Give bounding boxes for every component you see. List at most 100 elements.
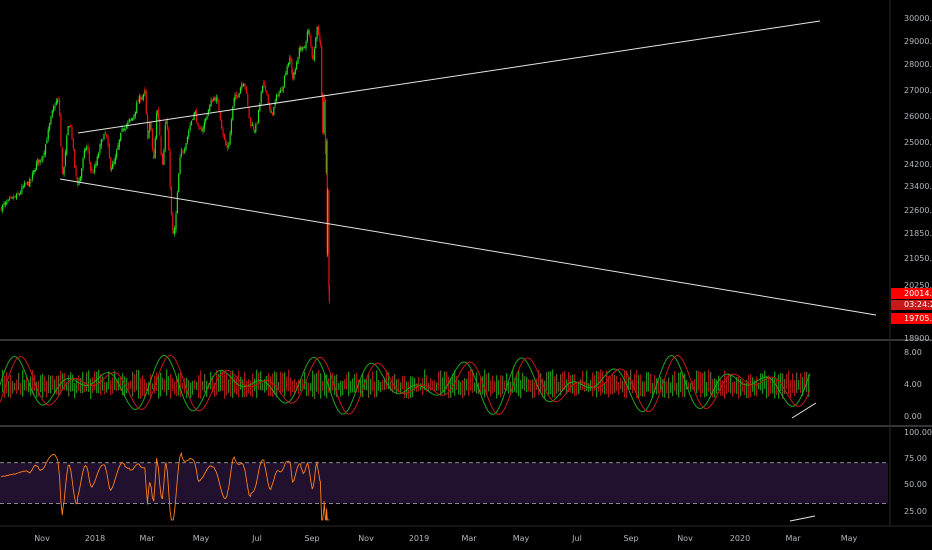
osc-trendline[interactable] xyxy=(791,402,817,419)
candle xyxy=(64,152,67,165)
candle xyxy=(229,133,231,145)
pane-dividers[interactable] xyxy=(0,0,932,526)
osc-bar xyxy=(262,382,264,391)
osc-bar xyxy=(740,379,742,397)
osc-bar xyxy=(552,369,554,398)
osc-bar xyxy=(494,381,496,392)
osc-bar xyxy=(254,378,256,392)
osc-bar xyxy=(230,373,232,397)
candle xyxy=(193,112,195,120)
price-tick-label: 28000.00 xyxy=(904,60,932,69)
osc-bar xyxy=(512,369,514,393)
candle xyxy=(31,173,34,179)
candle xyxy=(206,116,208,119)
candle xyxy=(323,96,325,101)
osc-bar xyxy=(654,375,656,393)
candle xyxy=(250,123,252,127)
osc-bar xyxy=(340,380,342,397)
osc-bar xyxy=(436,382,438,391)
candle xyxy=(147,137,149,139)
candle xyxy=(87,145,89,151)
candle xyxy=(38,159,40,164)
rsi-trendline[interactable] xyxy=(789,515,816,522)
candle xyxy=(129,119,131,122)
osc-bar xyxy=(768,375,770,397)
rsi-pane[interactable] xyxy=(0,452,888,522)
candle xyxy=(34,169,36,172)
osc-bar xyxy=(354,374,356,393)
candle xyxy=(44,144,47,155)
candle xyxy=(26,181,28,183)
osc-bar xyxy=(348,371,350,396)
osc-bar xyxy=(392,376,394,393)
osc-bar xyxy=(236,378,238,395)
osc-bar xyxy=(480,377,482,395)
candle xyxy=(18,194,20,196)
osc-bar xyxy=(486,373,488,396)
candle xyxy=(19,192,22,194)
osc-bar xyxy=(718,375,720,391)
candle xyxy=(51,110,53,117)
osc-bar xyxy=(614,374,616,393)
osc-bar xyxy=(108,371,110,390)
osc-bar xyxy=(474,382,476,392)
osc-bar xyxy=(46,380,48,398)
lower-trendline[interactable] xyxy=(59,178,877,316)
candle xyxy=(180,149,183,156)
osc-bar xyxy=(84,381,86,393)
candle xyxy=(100,139,102,146)
candle xyxy=(232,106,234,120)
candle xyxy=(164,125,166,150)
osc-bar xyxy=(404,375,406,399)
osc-bar xyxy=(734,381,736,394)
osc-bar xyxy=(342,380,344,396)
candle xyxy=(2,204,4,211)
osc-bar xyxy=(700,372,702,398)
osc-bar xyxy=(130,380,132,390)
upper-trendline[interactable] xyxy=(77,20,821,134)
osc-bar xyxy=(610,377,612,395)
candle xyxy=(127,122,129,127)
price-pane[interactable] xyxy=(0,20,877,316)
osc-bar xyxy=(522,372,524,390)
oscillator-pane[interactable] xyxy=(0,354,817,419)
candle xyxy=(133,114,135,119)
osc-bar xyxy=(492,375,494,394)
candle xyxy=(163,149,165,165)
osc-bar xyxy=(510,381,512,395)
candle xyxy=(95,164,97,167)
osc-bar xyxy=(196,381,198,391)
osc-bar xyxy=(86,372,88,392)
osc-bar xyxy=(498,380,500,396)
candle xyxy=(282,85,284,92)
candle xyxy=(305,41,307,49)
time-axis[interactable]: Nov 2018 Mar May Jul Sep Nov 2019 Mar May Jul Sep No… xyxy=(0,525,932,543)
candle xyxy=(137,101,139,103)
candle xyxy=(182,151,184,153)
candle xyxy=(11,197,13,199)
osc-bar xyxy=(38,380,40,397)
osc-bar xyxy=(310,383,312,391)
candle xyxy=(316,26,318,30)
candle xyxy=(324,99,327,155)
candle xyxy=(153,149,155,159)
osc-bar xyxy=(90,378,92,399)
osc-bar xyxy=(394,374,396,391)
osc-bar xyxy=(620,377,622,390)
candle xyxy=(54,106,56,108)
osc-bar xyxy=(698,371,700,391)
osc-bar xyxy=(158,375,160,399)
osc-bar xyxy=(32,369,34,395)
price-axis[interactable]: 30000.00 29000.00 28000.00 27000.00 26000.00… xyxy=(904,14,932,516)
candle xyxy=(92,171,94,174)
osc-bar xyxy=(518,369,520,396)
osc-bar xyxy=(332,373,334,391)
osc-bar xyxy=(634,373,636,391)
candle xyxy=(149,123,151,130)
osc-bar xyxy=(220,370,222,392)
osc-bar xyxy=(184,377,186,394)
osc-bar xyxy=(388,372,390,390)
candle xyxy=(311,46,313,57)
osc-bar xyxy=(598,371,600,392)
